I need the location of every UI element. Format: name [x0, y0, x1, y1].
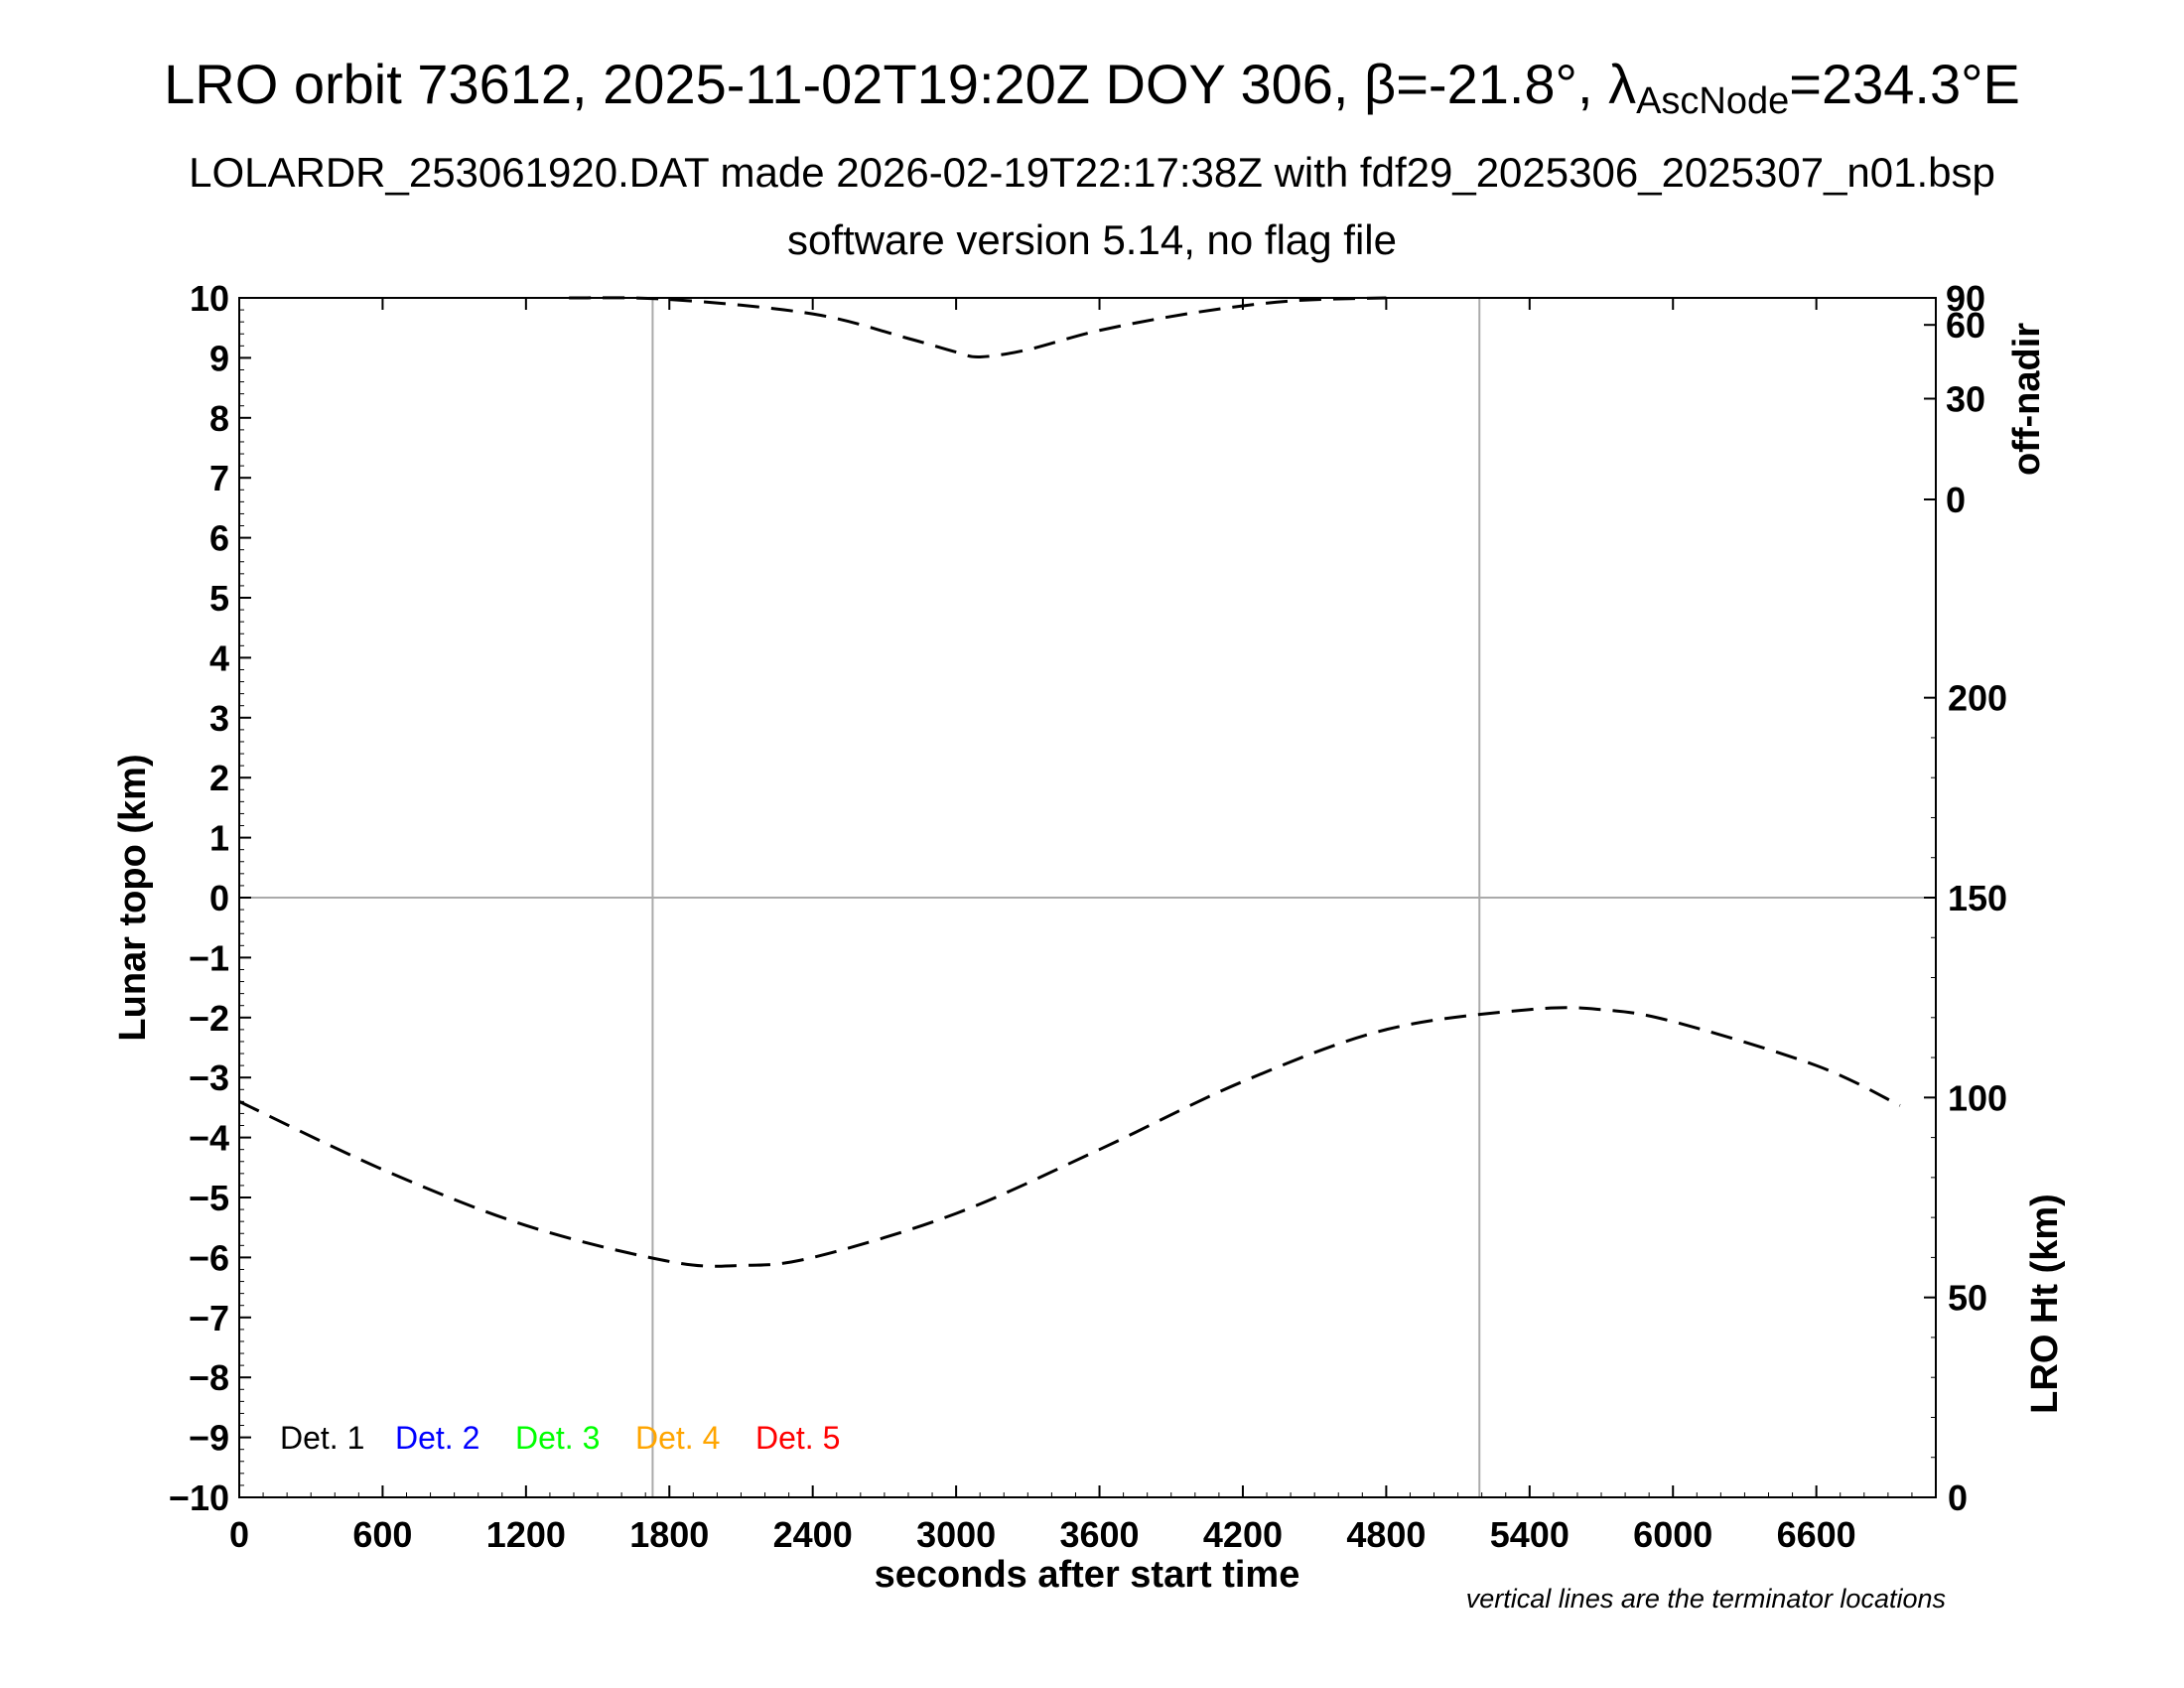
x-tick-label: 1200: [486, 1514, 566, 1555]
y-tick-label-right-top: 0: [1946, 480, 1966, 520]
legend-item: Det. 3: [515, 1420, 600, 1456]
legend-item: Det. 5: [755, 1420, 840, 1456]
y-axis-label-left: Lunar topo (km): [112, 754, 154, 1041]
legend-item: Det. 1: [280, 1420, 364, 1456]
off-nadir-line: [569, 296, 1387, 358]
y-tick-label-left: 10: [190, 278, 229, 319]
y-tick-label-right-top: 90: [1946, 278, 1985, 319]
y-tick-label-left: 3: [209, 698, 229, 739]
x-tick-label: 4800: [1346, 1514, 1426, 1555]
y-tick-label-left: −8: [189, 1357, 229, 1398]
y-tick-label-left: 0: [209, 878, 229, 918]
y-tick-label-left: −4: [189, 1118, 229, 1159]
y-tick-label-left: 7: [209, 458, 229, 498]
y-tick-label-left: 5: [209, 578, 229, 619]
y-tick-label-right-bottom: 150: [1948, 878, 2007, 918]
y-tick-label-left: −9: [189, 1418, 229, 1459]
x-tick-label: 6000: [1633, 1514, 1712, 1555]
lro-height-line: [238, 1006, 1901, 1268]
y-tick-label-right-bottom: 50: [1948, 1278, 1987, 1319]
y-tick-label-left: −7: [189, 1298, 229, 1338]
x-tick-label: 5400: [1490, 1514, 1570, 1555]
x-tick-label: 600: [352, 1514, 412, 1555]
y-tick-label-left: −2: [189, 998, 229, 1039]
y-tick-label-right-top: 30: [1946, 379, 1985, 420]
y-tick-label-left: −5: [189, 1178, 229, 1218]
x-tick-label: 3000: [916, 1514, 996, 1555]
y-tick-label-left: −3: [189, 1057, 229, 1098]
x-tick-label: 2400: [773, 1514, 853, 1555]
y-tick-label-right-bottom: 100: [1948, 1077, 2007, 1118]
y-tick-label-right-top: 60: [1946, 305, 1985, 346]
x-tick-label: 6600: [1777, 1514, 1856, 1555]
y-axis-label-right-bottom: LRO Ht (km): [2024, 1194, 2066, 1414]
legend-item: Det. 2: [395, 1420, 479, 1456]
chart-subtitle-file: LOLARDR_253061920.DAT made 2026-02-19T22…: [189, 149, 1995, 196]
y-tick-label-left: 1: [209, 818, 229, 859]
x-tick-label: 3600: [1059, 1514, 1139, 1555]
y-tick-label-left: 8: [209, 398, 229, 439]
x-axis-label: seconds after start time: [875, 1554, 1300, 1596]
y-tick-label-left: 9: [209, 338, 229, 378]
y-tick-label-right-bottom: 0: [1948, 1477, 1968, 1518]
chart-title: LRO orbit 73612, 2025-11-02T19:20Z DOY 3…: [164, 53, 2020, 122]
legend-item: Det. 4: [635, 1420, 720, 1456]
y-tick-label-left: 2: [209, 758, 229, 798]
y-tick-label-left: 4: [209, 637, 229, 678]
y-tick-label-right-bottom: 200: [1948, 678, 2007, 719]
y-tick-label-left: −6: [189, 1237, 229, 1278]
y-tick-label-left: 6: [209, 518, 229, 559]
y-axis-label-right-top: off-nadir: [2006, 323, 2048, 476]
x-tick-label: 0: [229, 1514, 249, 1555]
x-tick-label: 4200: [1203, 1514, 1283, 1555]
y-tick-label-left: −1: [189, 937, 229, 978]
x-tick-label: 1800: [629, 1514, 709, 1555]
terminator-footnote: vertical lines are the terminator locati…: [1466, 1584, 1946, 1614]
chart-subtitle-version: software version 5.14, no flag file: [786, 216, 1397, 263]
y-tick-label-left: −10: [169, 1477, 229, 1518]
